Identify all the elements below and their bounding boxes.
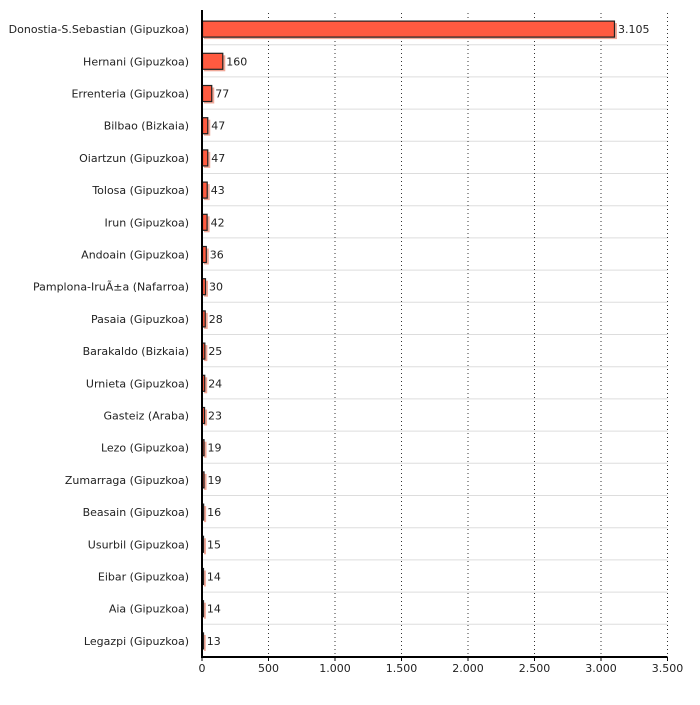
category-label: Tolosa (Gipuzkoa) xyxy=(91,184,189,197)
category-label: Irun (Gipuzkoa) xyxy=(104,216,189,229)
value-label: 15 xyxy=(207,538,221,551)
x-tick-label: 1.500 xyxy=(386,662,418,675)
value-label: 24 xyxy=(208,377,222,390)
bar-shadow xyxy=(204,377,208,394)
category-label: Aia (Gipuzkoa) xyxy=(109,603,189,616)
value-label: 14 xyxy=(207,603,221,616)
bar-shadow xyxy=(204,538,206,555)
value-label: 47 xyxy=(211,152,225,165)
value-label: 23 xyxy=(208,410,222,423)
bar xyxy=(201,213,208,231)
category-label: Lezo (Gipuzkoa) xyxy=(101,442,189,455)
value-label: 19 xyxy=(208,442,222,455)
category-label: Pamplona-IruÃ±a (Nafarroa) xyxy=(33,281,189,294)
value-label: 77 xyxy=(215,88,229,101)
bar-shadow xyxy=(204,602,206,619)
bar-shadow xyxy=(204,441,207,458)
bar-shadow xyxy=(204,634,206,651)
value-label: 47 xyxy=(211,120,225,133)
x-tick-label: 2.500 xyxy=(519,662,551,675)
x-tick-label: 2.000 xyxy=(452,662,484,675)
value-label: 25 xyxy=(208,345,222,358)
bar-shadow xyxy=(204,345,208,362)
category-label: Andoain (Gipuzkoa) xyxy=(81,249,189,262)
category-label: Donostia-S.Sebastian (Gipuzkoa) xyxy=(9,23,189,36)
category-label: Zumarraga (Gipuzkoa) xyxy=(65,474,189,487)
bar xyxy=(201,52,224,70)
x-tick-label: 1.000 xyxy=(319,662,351,675)
value-label: 19 xyxy=(208,474,222,487)
value-label: 160 xyxy=(226,55,247,68)
x-tick-label: 3.500 xyxy=(652,662,684,675)
value-label: 43 xyxy=(211,184,225,197)
bar xyxy=(201,149,209,167)
bar-shadow xyxy=(204,312,208,329)
category-label: Errenteria (Gipuzkoa) xyxy=(71,88,189,101)
category-label: Bilbao (Bizkaia) xyxy=(104,120,189,133)
bar xyxy=(201,20,616,38)
bar xyxy=(201,84,213,103)
category-label: Legazpi (Gipuzkoa) xyxy=(84,635,189,648)
category-label: Usurbil (Gipuzkoa) xyxy=(88,538,189,551)
category-label: Gasteiz (Araba) xyxy=(104,410,190,423)
bar-shadow xyxy=(204,506,207,523)
value-label: 30 xyxy=(209,281,223,294)
x-tick-label: 0 xyxy=(199,662,206,675)
value-label: 13 xyxy=(207,635,221,648)
bar-shadow xyxy=(204,570,206,587)
category-label: Eibar (Gipuzkoa) xyxy=(98,571,189,584)
value-label: 36 xyxy=(210,249,224,262)
value-label: 28 xyxy=(209,313,223,326)
category-label: Barakaldo (Bizkaia) xyxy=(83,345,189,358)
category-label: Hernani (Gipuzkoa) xyxy=(83,55,189,68)
category-label: Oiartzun (Gipuzkoa) xyxy=(79,152,189,165)
value-label: 16 xyxy=(207,506,221,519)
category-label: Pasaia (Gipuzkoa) xyxy=(91,313,189,326)
value-label: 3.105 xyxy=(618,23,650,36)
bar xyxy=(201,117,209,135)
category-label: Beasain (Gipuzkoa) xyxy=(83,506,189,519)
value-label: 14 xyxy=(207,571,221,584)
category-label: Urnieta (Gipuzkoa) xyxy=(86,377,189,390)
x-tick-label: 500 xyxy=(258,662,279,675)
bar xyxy=(201,181,208,199)
bar-shadow xyxy=(204,409,208,426)
bar-shadow xyxy=(204,473,207,490)
value-label: 42 xyxy=(211,216,225,229)
bar xyxy=(201,245,207,264)
x-tick-label: 3.000 xyxy=(585,662,617,675)
